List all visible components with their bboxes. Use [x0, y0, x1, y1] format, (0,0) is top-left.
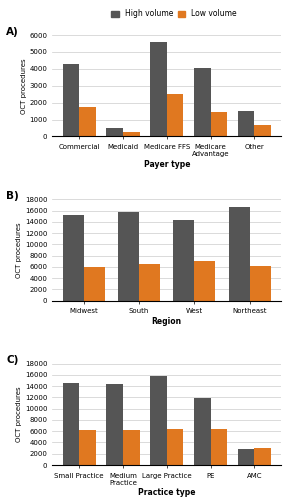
Text: C): C): [6, 356, 19, 366]
Bar: [173, 220, 195, 300]
Y-axis label: OCT procedures: OCT procedures: [21, 58, 27, 114]
Bar: [106, 128, 123, 136]
Bar: [150, 376, 167, 465]
Bar: [123, 132, 139, 136]
Bar: [194, 68, 211, 136]
Y-axis label: OCT procedures: OCT procedures: [16, 386, 22, 442]
Bar: [229, 207, 250, 300]
Bar: [254, 448, 271, 465]
Bar: [250, 266, 271, 300]
Y-axis label: OCT procedures: OCT procedures: [16, 222, 22, 278]
Bar: [238, 111, 254, 136]
Text: A): A): [6, 27, 19, 37]
Bar: [167, 94, 183, 136]
Bar: [238, 448, 254, 465]
Legend: High volume, Low volume: High volume, Low volume: [108, 6, 240, 22]
Bar: [123, 430, 139, 465]
X-axis label: Payer type: Payer type: [144, 160, 190, 169]
Bar: [211, 429, 227, 465]
Bar: [63, 215, 84, 300]
Bar: [106, 384, 123, 465]
Bar: [63, 64, 79, 136]
Bar: [254, 126, 271, 136]
Bar: [211, 112, 227, 136]
Bar: [167, 429, 183, 465]
Bar: [79, 107, 96, 136]
X-axis label: Region: Region: [152, 317, 182, 326]
Bar: [63, 384, 79, 465]
Bar: [139, 264, 160, 300]
Text: B): B): [6, 191, 19, 201]
Bar: [195, 262, 215, 300]
Bar: [150, 42, 167, 136]
X-axis label: Practice type: Practice type: [138, 488, 195, 498]
Bar: [84, 266, 105, 300]
Bar: [118, 212, 139, 300]
Bar: [79, 430, 96, 465]
Bar: [194, 398, 211, 465]
